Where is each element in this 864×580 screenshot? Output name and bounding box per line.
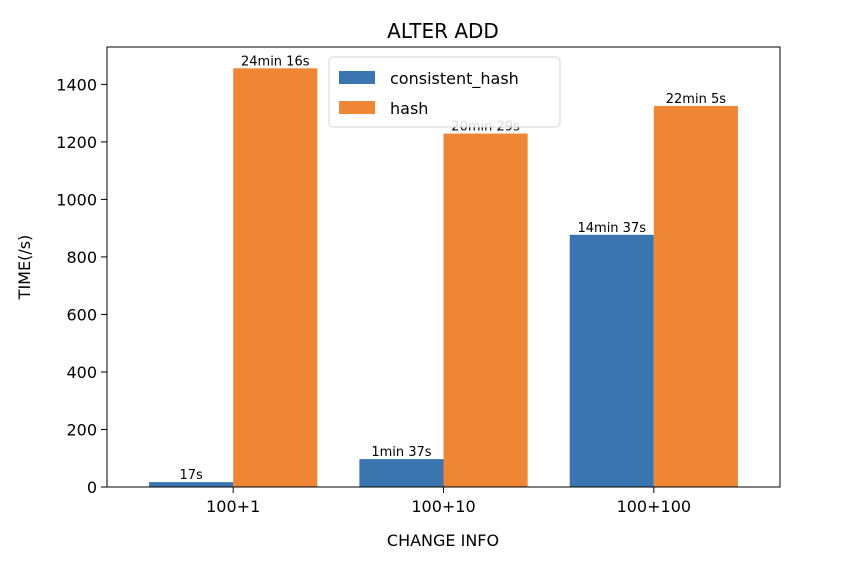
y-tick-label: 1200 [56, 133, 97, 152]
data-label-consistent_hash-100+100: 14min 37s [577, 221, 646, 236]
legend-label-hash: hash [390, 99, 428, 118]
y-tick-label: 0 [87, 478, 97, 497]
y-tick-label: 200 [66, 420, 97, 439]
chart-title: ALTER ADD [387, 19, 499, 43]
legend-swatch-consistent_hash [339, 71, 375, 84]
data-label-consistent_hash-100+1: 17s [179, 468, 203, 483]
y-tick-label: 400 [66, 363, 97, 382]
legend-label-consistent_hash: consistent_hash [390, 69, 519, 89]
bar-hash-100+1 [233, 68, 317, 487]
y-tick-label: 1000 [56, 190, 97, 209]
x-tick-label: 100+10 [411, 497, 475, 516]
legend-swatch-hash [339, 101, 375, 114]
x-tick-label: 100+1 [206, 497, 260, 516]
data-label-consistent_hash-100+10: 1min 37s [371, 445, 431, 460]
bar-hash-100+100 [654, 106, 738, 487]
y-tick-label: 800 [66, 248, 97, 267]
y-axis-label: TIME(/s) [15, 235, 34, 301]
y-tick-label: 600 [66, 305, 97, 324]
x-tick-label: 100+100 [617, 497, 691, 516]
x-axis-label: CHANGE INFO [387, 531, 499, 550]
bar-consistent_hash-100+10 [359, 459, 443, 487]
bar-hash-100+10 [444, 134, 528, 487]
legend-box [329, 57, 560, 127]
bar-consistent_hash-100+100 [570, 235, 654, 487]
y-tick-label: 1400 [56, 75, 97, 94]
data-label-hash-100+100: 22min 5s [666, 92, 726, 107]
data-label-hash-100+1: 24min 16s [241, 54, 310, 69]
